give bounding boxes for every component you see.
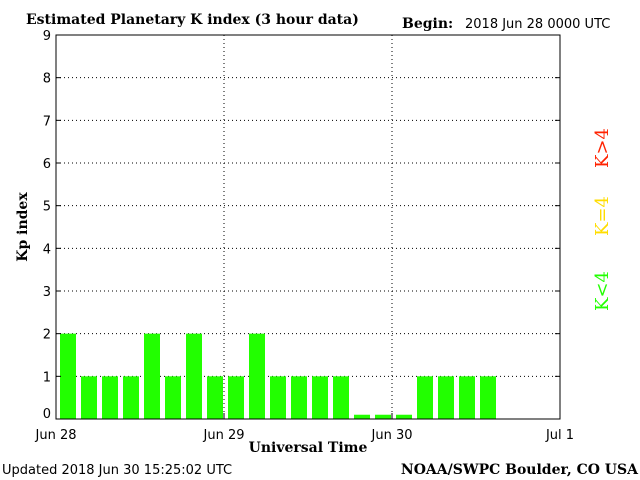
legend: K<4 K=4 K>4 [592,128,613,311]
legend-item: K<4 [592,271,613,311]
kp-bar [291,376,307,419]
x-tick-label: Jun 28 [35,428,77,443]
kp-bar [165,376,181,419]
begin-value: 2018 Jun 28 0000 UTC [465,17,610,32]
grid-lines [56,35,560,419]
y-tick-label: 3 [43,285,51,300]
y-tick-label: 6 [43,157,51,172]
y-tick-label: 4 [43,242,51,257]
y-tick-label: 1 [43,370,51,385]
source-label: NOAA/SWPC Boulder, CO USA [401,462,639,478]
bars [60,333,496,419]
x-tick-label: Jun 30 [371,428,413,443]
y-tick-label: 5 [43,200,51,215]
y-tick-label: 0 [43,407,51,422]
kp-bar [396,414,412,419]
legend-item: K>4 [592,128,613,168]
chart-title: Estimated Planetary K index (3 hour data… [26,12,359,28]
kp-bar [123,376,139,419]
kp-bar [480,376,496,419]
y-tick-label: 7 [43,114,51,129]
legend-item: K=4 [592,196,613,236]
y-tick-label: 2 [43,328,51,343]
kp-bar [249,333,265,419]
x-ticks: Jun 28 Jun 29 Jun 30 Jul 1 [35,413,574,443]
kp-bar [144,333,160,419]
kp-bar [228,376,244,419]
kp-bar [186,333,202,419]
x-axis-label: Universal Time [249,440,368,456]
kp-bar [312,376,328,419]
updated-timestamp: Updated 2018 Jun 30 15:25:02 UTC [2,463,232,478]
plot-frame [55,34,561,420]
x-tick-label: Jun 29 [203,428,245,443]
y-tick-label: 9 [43,29,51,44]
y-ticks: 0 1 2 3 4 5 6 7 8 9 [43,29,560,422]
kp-bar [354,414,370,419]
x-tick-label: Jul 1 [545,428,574,443]
kp-bar [417,376,433,419]
y-axis-label: Kp index [15,192,31,262]
kp-bar [81,376,97,419]
y-tick-label: 8 [43,72,51,87]
kp-bar [333,376,349,419]
kp-bar [375,414,391,419]
begin-label: Begin: [402,16,453,32]
kp-bar [60,333,76,419]
kp-bar [102,376,118,419]
kp-bar [459,376,475,419]
kp-bar [438,376,454,419]
kp-bar [270,376,286,419]
kp-bar [207,376,223,419]
